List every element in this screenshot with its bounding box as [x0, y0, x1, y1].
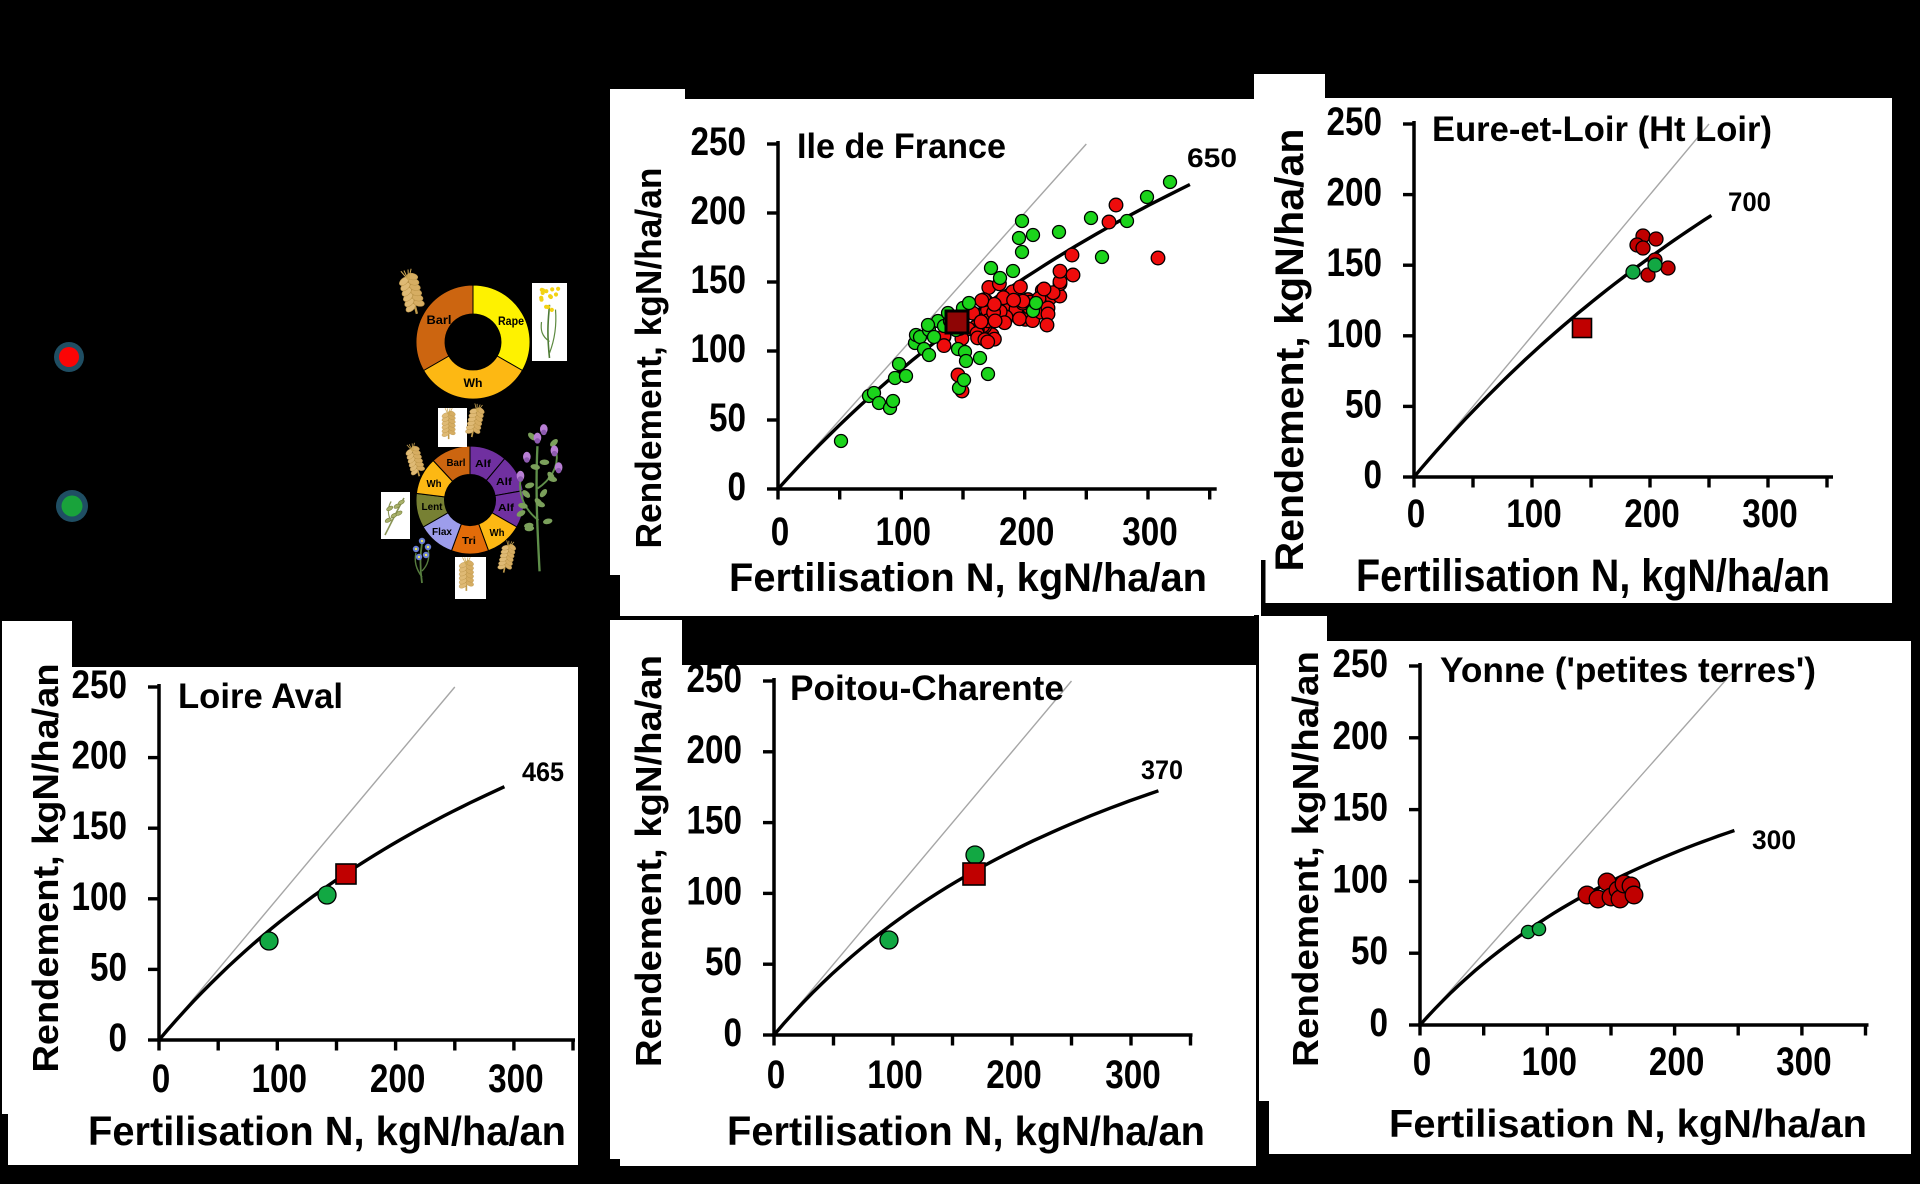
svg-text:Ile de France: Ile de France — [797, 127, 1006, 166]
svg-text:Yonne ('petites terres'): Yonne ('petites terres') — [1440, 651, 1816, 690]
svg-text:Alf: Alf — [498, 503, 515, 514]
svg-text:50: 50 — [1345, 382, 1382, 426]
svg-text:Rape: Rape — [498, 314, 524, 328]
svg-text:200: 200 — [1624, 492, 1680, 536]
svg-text:Fertilisation N, kgN/ha/an: Fertilisation N, kgN/ha/an — [1389, 1103, 1867, 1146]
svg-text:0: 0 — [109, 1016, 128, 1060]
svg-text:100: 100 — [1522, 1040, 1578, 1084]
svg-text:650: 650 — [1187, 143, 1237, 173]
svg-text:0: 0 — [1407, 492, 1426, 536]
svg-text:200: 200 — [1333, 714, 1389, 758]
svg-text:150: 150 — [691, 258, 747, 302]
svg-text:Fertilisation N, kgN/ha/an: Fertilisation N, kgN/ha/an — [727, 1108, 1205, 1154]
svg-text:200: 200 — [986, 1053, 1042, 1097]
svg-text:Poitou-Charente: Poitou-Charente — [790, 669, 1064, 708]
svg-text:Eure-et-Loir (Ht Loir): Eure-et-Loir (Ht Loir) — [1432, 110, 1772, 149]
svg-text:Barl: Barl — [447, 458, 466, 469]
svg-text:250: 250 — [687, 657, 743, 701]
svg-text:Rendement, kgN/ha/an: Rendement, kgN/ha/an — [1268, 129, 1312, 572]
svg-text:150: 150 — [72, 804, 128, 848]
svg-text:150: 150 — [1327, 241, 1383, 285]
svg-text:300: 300 — [1776, 1040, 1832, 1084]
svg-text:Lent: Lent — [422, 502, 444, 513]
svg-text:100: 100 — [252, 1057, 308, 1101]
svg-text:300: 300 — [1752, 825, 1796, 855]
svg-text:Rendement, kgN/ha/an: Rendement, kgN/ha/an — [1285, 651, 1326, 1067]
svg-text:100: 100 — [1327, 312, 1383, 356]
svg-text:Barl: Barl — [427, 313, 452, 327]
svg-text:300: 300 — [1742, 492, 1798, 536]
svg-text:50: 50 — [705, 940, 742, 984]
svg-text:Fertilisation N, kgN/ha/an: Fertilisation N, kgN/ha/an — [1356, 550, 1830, 601]
svg-text:50: 50 — [709, 396, 746, 440]
svg-text:250: 250 — [1327, 100, 1383, 144]
svg-text:Fertilisation N, kgN/ha/an: Fertilisation N, kgN/ha/an — [729, 556, 1207, 600]
svg-text:100: 100 — [867, 1053, 923, 1097]
svg-text:200: 200 — [687, 728, 743, 772]
svg-text:465: 465 — [522, 757, 564, 787]
svg-text:200: 200 — [1649, 1040, 1705, 1084]
svg-text:Rendement, kgN/ha/an: Rendement, kgN/ha/an — [25, 664, 66, 1073]
svg-text:Rendement, kgN/ha/an: Rendement, kgN/ha/an — [628, 168, 669, 549]
svg-text:200: 200 — [999, 510, 1055, 554]
svg-text:200: 200 — [691, 189, 747, 233]
svg-text:250: 250 — [72, 663, 128, 707]
svg-text:100: 100 — [876, 510, 932, 554]
svg-text:Alf: Alf — [475, 459, 492, 470]
svg-text:100: 100 — [1333, 857, 1389, 901]
svg-text:300: 300 — [1122, 510, 1178, 554]
svg-text:Wh: Wh — [464, 376, 483, 390]
svg-text:Tri: Tri — [462, 536, 476, 547]
svg-text:Wh: Wh — [427, 479, 442, 490]
svg-text:250: 250 — [691, 120, 747, 164]
svg-text:100: 100 — [72, 875, 128, 919]
svg-text:150: 150 — [687, 799, 743, 843]
svg-text:0: 0 — [771, 510, 790, 554]
svg-text:0: 0 — [724, 1011, 743, 1055]
svg-text:100: 100 — [691, 327, 747, 371]
svg-text:Loire Aval: Loire Aval — [178, 677, 343, 716]
svg-text:370: 370 — [1141, 755, 1183, 785]
svg-text:Wh: Wh — [490, 528, 505, 539]
svg-text:700: 700 — [1728, 187, 1771, 217]
svg-text:0: 0 — [767, 1053, 786, 1097]
svg-text:100: 100 — [687, 869, 743, 913]
svg-text:200: 200 — [72, 734, 128, 778]
svg-text:250: 250 — [1333, 642, 1389, 686]
svg-text:150: 150 — [1333, 786, 1389, 830]
svg-text:0: 0 — [1370, 1001, 1389, 1045]
svg-text:50: 50 — [1351, 929, 1388, 973]
svg-text:100: 100 — [1506, 492, 1562, 536]
svg-text:Alf: Alf — [496, 477, 513, 488]
svg-text:50: 50 — [90, 945, 127, 989]
svg-text:0: 0 — [152, 1057, 171, 1101]
svg-text:0: 0 — [728, 465, 747, 509]
svg-text:Flax: Flax — [432, 527, 452, 538]
svg-text:0: 0 — [1413, 1040, 1432, 1084]
svg-text:Rendement, kgN/ha/an: Rendement, kgN/ha/an — [628, 655, 669, 1067]
svg-text:Fertilisation N, kgN/ha/an: Fertilisation N, kgN/ha/an — [88, 1108, 566, 1154]
svg-text:300: 300 — [488, 1057, 544, 1101]
svg-text:0: 0 — [1364, 453, 1383, 497]
svg-text:300: 300 — [1105, 1053, 1161, 1097]
svg-text:200: 200 — [1327, 171, 1383, 215]
svg-text:200: 200 — [370, 1057, 426, 1101]
